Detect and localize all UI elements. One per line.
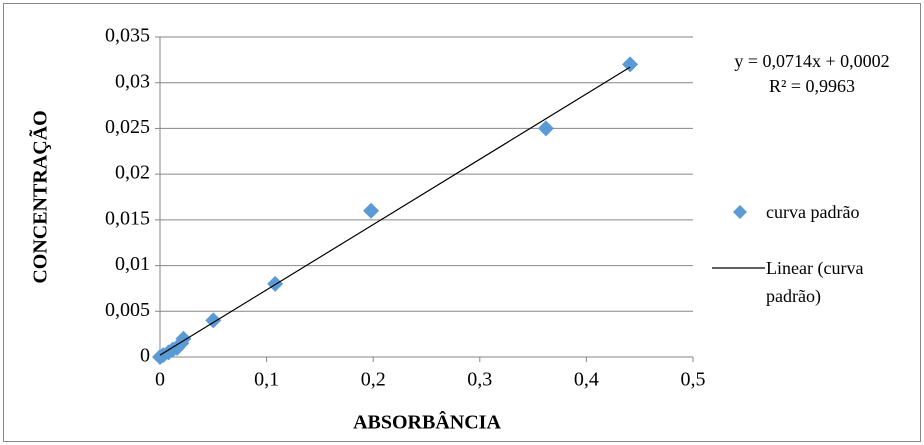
- y-tick-label: 0: [140, 345, 150, 367]
- y-tick-label: 0,01: [115, 253, 150, 275]
- data-point: [267, 275, 284, 292]
- trend-line: [159, 66, 631, 356]
- y-tick-label: 0,03: [115, 70, 150, 92]
- y-tick-label: 0,02: [115, 162, 150, 184]
- y-axis-title: CONCENTRAÇÃO: [29, 110, 52, 283]
- x-tick-label: 0,5: [681, 369, 706, 391]
- legend-label-box: curva padrão: [766, 202, 860, 222]
- x-tick-label: 0,4: [574, 369, 599, 391]
- data-point: [537, 120, 554, 137]
- y-tick-label: 0,015: [105, 207, 150, 229]
- legend-marker: [733, 205, 747, 219]
- x-tick-label: 0,2: [361, 369, 386, 391]
- data-point: [622, 56, 639, 73]
- legend-label: Linear (curva padrão): [766, 258, 864, 306]
- y-tick-label: 0,025: [105, 116, 150, 138]
- x-tick-label: 0: [155, 369, 165, 391]
- r-squared: R² = 0,9963: [769, 76, 855, 96]
- data-point: [363, 202, 380, 219]
- legend-label-box: Linear (curva padrão): [766, 258, 864, 306]
- x-axis-title: ABSORBÂNCIA: [353, 410, 501, 434]
- chart-border: [3, 3, 921, 442]
- x-tick-label: 0,3: [467, 369, 492, 391]
- y-tick-label: 0,005: [105, 299, 150, 321]
- trend-equation: y = 0,0714x + 0,0002: [734, 51, 889, 71]
- x-tick-label: 0,1: [254, 369, 279, 391]
- legend-label: curva padrão: [766, 202, 860, 222]
- y-tick-label: 0,035: [105, 25, 150, 47]
